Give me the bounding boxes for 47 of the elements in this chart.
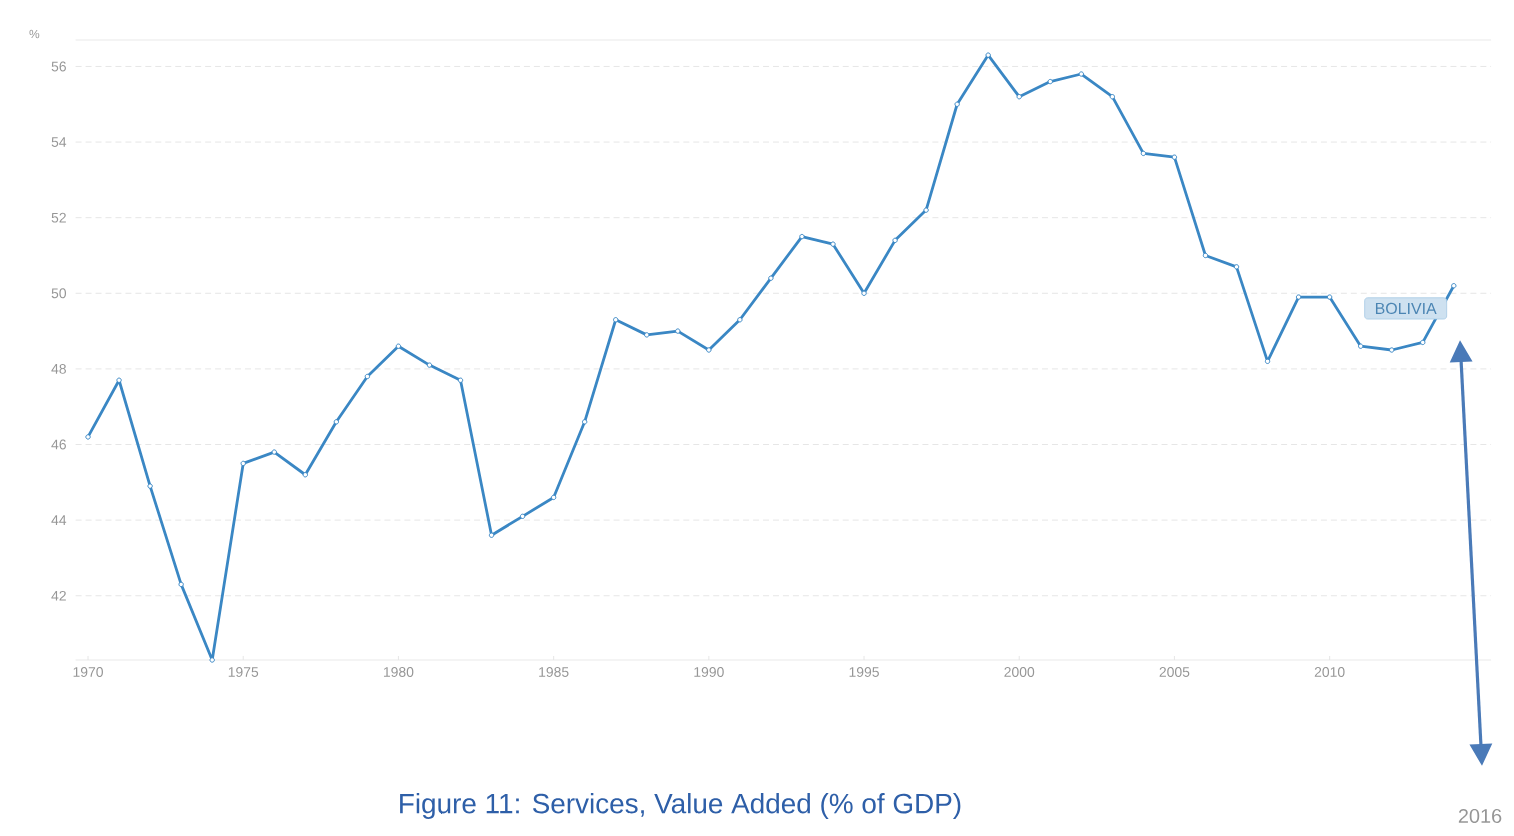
point [892, 237, 898, 244]
point [550, 494, 557, 501]
point [364, 373, 371, 380]
text: Figure 11: Services, Value Added (% of GDP) [400, 792, 961, 819]
point [1233, 264, 1240, 270]
point [954, 101, 960, 107]
point [1047, 78, 1053, 85]
point [1357, 343, 1364, 349]
text: 2016 [1458, 808, 1502, 824]
point [675, 328, 681, 334]
point [737, 317, 743, 323]
point [1202, 252, 1209, 259]
point [1016, 94, 1022, 100]
point [861, 290, 867, 296]
point [1326, 294, 1333, 300]
point [1451, 283, 1457, 289]
point [1140, 150, 1147, 157]
point [85, 434, 91, 440]
point [271, 449, 277, 455]
point [333, 419, 340, 425]
point [116, 377, 122, 383]
point [799, 233, 805, 240]
point [706, 347, 712, 353]
point [147, 483, 153, 489]
point [240, 460, 246, 467]
point [581, 419, 588, 425]
point [923, 207, 929, 213]
point [768, 275, 774, 281]
point [830, 241, 836, 247]
point [519, 513, 526, 520]
point [209, 657, 215, 663]
point [613, 317, 619, 323]
point [426, 362, 433, 368]
point [178, 581, 184, 588]
point [1264, 358, 1271, 365]
point [1109, 94, 1116, 100]
point [1078, 71, 1084, 77]
point [1295, 294, 1302, 300]
point [985, 52, 991, 58]
point [644, 332, 650, 338]
point [1171, 154, 1178, 160]
point [1389, 347, 1395, 353]
point [395, 343, 402, 349]
point [302, 472, 308, 478]
point [488, 532, 495, 538]
point [1420, 339, 1426, 346]
point [457, 377, 464, 383]
